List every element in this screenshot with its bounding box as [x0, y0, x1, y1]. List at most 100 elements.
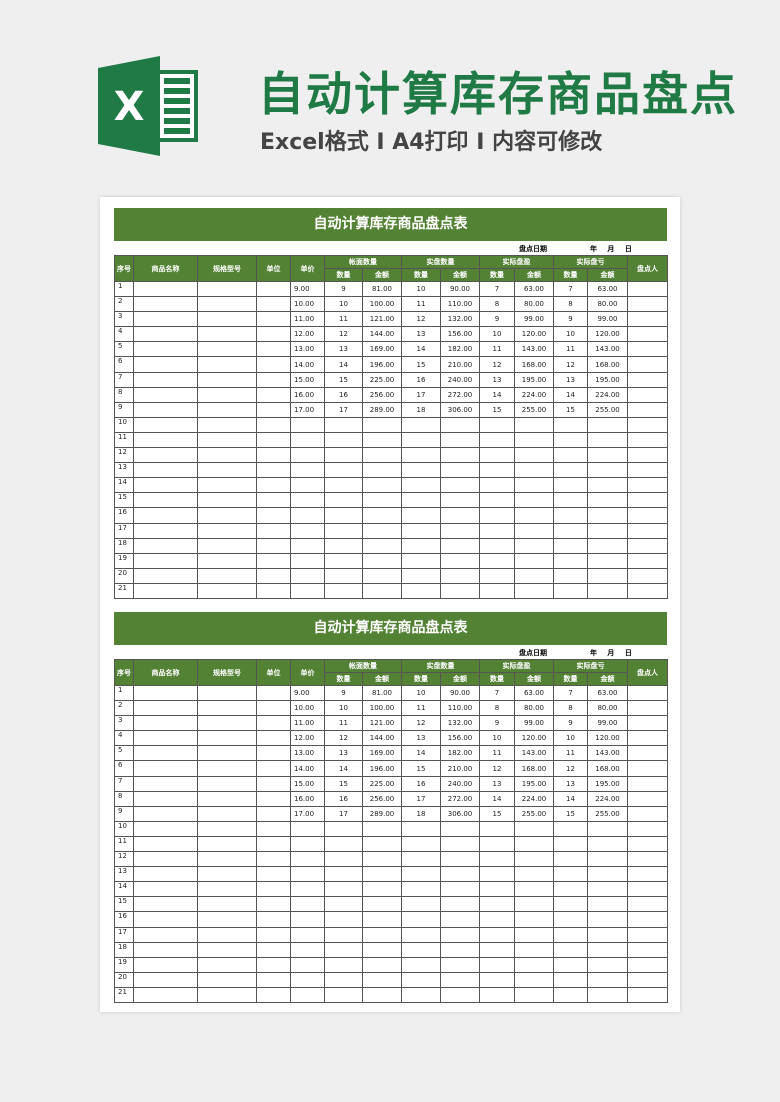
cell-surplus-qty[interactable] [479, 431, 515, 449]
cell-actual-qty[interactable]: 12 [401, 311, 441, 328]
cell-book-amount[interactable]: 81.00 [362, 280, 402, 298]
cell-counter[interactable] [627, 986, 668, 1003]
cell-actual-amount[interactable]: 272.00 [440, 386, 480, 403]
cell-surplus-amount[interactable] [514, 477, 554, 494]
cell-seq[interactable]: 13 [114, 866, 134, 883]
cell-book-amount[interactable]: 100.00 [362, 296, 402, 313]
cell-price[interactable] [290, 835, 325, 853]
cell-surplus-qty[interactable]: 9 [479, 311, 515, 328]
cell-actual-amount[interactable]: 306.00 [440, 401, 480, 418]
cell-surplus-amount[interactable] [514, 552, 554, 569]
cell-actual-qty[interactable]: 16 [401, 371, 441, 388]
cell-actual-qty[interactable] [401, 926, 441, 943]
cell-loss-amount[interactable] [587, 911, 628, 928]
cell-surplus-qty[interactable] [479, 492, 515, 509]
cell-book-amount[interactable] [362, 431, 402, 449]
cell-surplus-qty[interactable]: 10 [479, 730, 515, 747]
cell-loss-amount[interactable]: 195.00 [587, 371, 628, 388]
cell-book-amount[interactable]: 169.00 [362, 745, 402, 762]
cell-name[interactable] [133, 760, 198, 777]
cell-name[interactable] [133, 582, 198, 599]
cell-actual-qty[interactable] [401, 431, 441, 449]
cell-surplus-qty[interactable] [479, 881, 515, 898]
cell-price[interactable] [290, 911, 325, 928]
cell-book-amount[interactable]: 256.00 [362, 386, 402, 403]
cell-surplus-amount[interactable] [514, 447, 554, 464]
cell-surplus-amount[interactable]: 80.00 [514, 296, 554, 313]
cell-name[interactable] [133, 552, 198, 569]
cell-counter[interactable] [627, 326, 668, 343]
cell-seq[interactable]: 11 [114, 835, 134, 853]
cell-loss-qty[interactable]: 11 [553, 341, 588, 358]
cell-actual-amount[interactable] [440, 537, 480, 554]
cell-loss-qty[interactable] [553, 896, 588, 913]
cell-actual-amount[interactable]: 156.00 [440, 730, 480, 747]
cell-counter[interactable] [627, 507, 668, 524]
cell-actual-qty[interactable]: 16 [401, 775, 441, 792]
cell-book-amount[interactable] [362, 986, 402, 1003]
cell-surplus-amount[interactable]: 63.00 [514, 280, 554, 298]
cell-book-qty[interactable] [324, 971, 363, 988]
cell-book-qty[interactable] [324, 851, 363, 868]
cell-surplus-amount[interactable]: 255.00 [514, 805, 554, 822]
cell-unit[interactable] [256, 537, 291, 554]
cell-loss-qty[interactable]: 9 [553, 715, 588, 732]
cell-surplus-qty[interactable]: 14 [479, 386, 515, 403]
cell-seq[interactable]: 21 [114, 582, 134, 599]
cell-book-qty[interactable] [324, 431, 363, 449]
cell-name[interactable] [133, 911, 198, 928]
cell-loss-amount[interactable]: 120.00 [587, 326, 628, 343]
cell-book-qty[interactable] [324, 896, 363, 913]
cell-spec[interactable] [197, 820, 257, 837]
cell-seq[interactable]: 10 [114, 416, 134, 433]
cell-surplus-qty[interactable] [479, 956, 515, 973]
cell-surplus-qty[interactable]: 8 [479, 296, 515, 313]
cell-loss-qty[interactable]: 8 [553, 700, 588, 717]
cell-actual-qty[interactable] [401, 492, 441, 509]
cell-unit[interactable] [256, 507, 291, 524]
cell-name[interactable] [133, 700, 198, 717]
cell-seq[interactable]: 19 [114, 956, 134, 973]
cell-name[interactable] [133, 431, 198, 449]
cell-actual-amount[interactable] [440, 881, 480, 898]
cell-actual-qty[interactable] [401, 851, 441, 868]
cell-loss-qty[interactable]: 12 [553, 356, 588, 373]
cell-loss-amount[interactable] [587, 851, 628, 868]
cell-price[interactable] [290, 537, 325, 554]
cell-name[interactable] [133, 326, 198, 343]
cell-unit[interactable] [256, 582, 291, 599]
cell-book-qty[interactable] [324, 567, 363, 584]
cell-actual-amount[interactable]: 90.00 [440, 280, 480, 298]
cell-seq[interactable]: 18 [114, 941, 134, 958]
cell-counter[interactable] [627, 431, 668, 449]
cell-loss-qty[interactable] [553, 911, 588, 928]
cell-surplus-qty[interactable]: 7 [479, 684, 515, 702]
cell-surplus-amount[interactable] [514, 941, 554, 958]
cell-loss-amount[interactable] [587, 926, 628, 943]
cell-surplus-amount[interactable] [514, 567, 554, 584]
cell-counter[interactable] [627, 835, 668, 853]
cell-actual-qty[interactable] [401, 477, 441, 494]
cell-seq[interactable]: 8 [114, 790, 134, 807]
cell-counter[interactable] [627, 926, 668, 943]
cell-actual-qty[interactable]: 14 [401, 745, 441, 762]
cell-book-amount[interactable] [362, 462, 402, 479]
cell-counter[interactable] [627, 462, 668, 479]
cell-book-qty[interactable]: 17 [324, 401, 363, 418]
cell-actual-amount[interactable]: 182.00 [440, 745, 480, 762]
cell-unit[interactable] [256, 971, 291, 988]
cell-name[interactable] [133, 805, 198, 822]
cell-surplus-qty[interactable] [479, 820, 515, 837]
cell-loss-amount[interactable]: 195.00 [587, 775, 628, 792]
cell-book-qty[interactable]: 9 [324, 684, 363, 702]
cell-seq[interactable]: 6 [114, 356, 134, 373]
cell-surplus-qty[interactable] [479, 462, 515, 479]
cell-surplus-amount[interactable]: 99.00 [514, 715, 554, 732]
cell-seq[interactable]: 15 [114, 492, 134, 509]
cell-surplus-amount[interactable]: 195.00 [514, 775, 554, 792]
cell-loss-amount[interactable]: 99.00 [587, 311, 628, 328]
cell-surplus-qty[interactable] [479, 941, 515, 958]
cell-unit[interactable] [256, 926, 291, 943]
cell-actual-qty[interactable] [401, 866, 441, 883]
cell-book-amount[interactable] [362, 492, 402, 509]
